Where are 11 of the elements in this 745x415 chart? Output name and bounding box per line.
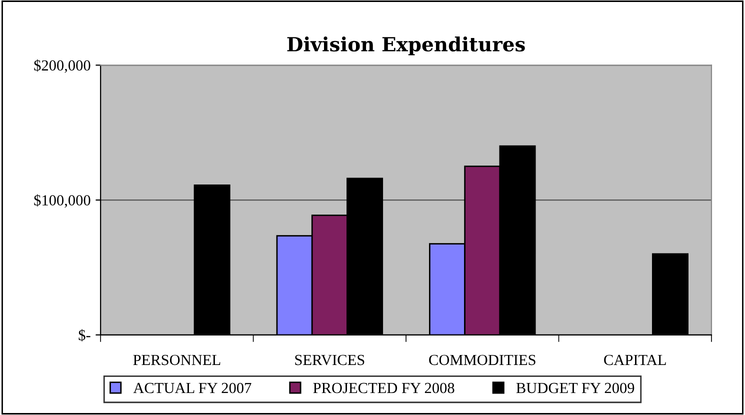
legend-label: PROJECTED FY 2008 xyxy=(313,382,454,394)
x-tick-label: PERSONNEL xyxy=(133,354,220,366)
x-tick-label: CAPITAL xyxy=(604,354,666,366)
legend-label: BUDGET FY 2009 xyxy=(516,382,634,394)
x-tick-label: SERVICES xyxy=(295,354,364,366)
y-tick-label: $- xyxy=(78,329,90,342)
y-tick-label: $100,000 xyxy=(34,194,90,208)
legend-label: ACTUAL FY 2007 xyxy=(133,382,252,394)
x-tick-label: COMMODITIES xyxy=(429,354,536,366)
y-tick-label: $200,000 xyxy=(34,59,90,73)
chart-title: Division Expenditures xyxy=(287,36,525,56)
